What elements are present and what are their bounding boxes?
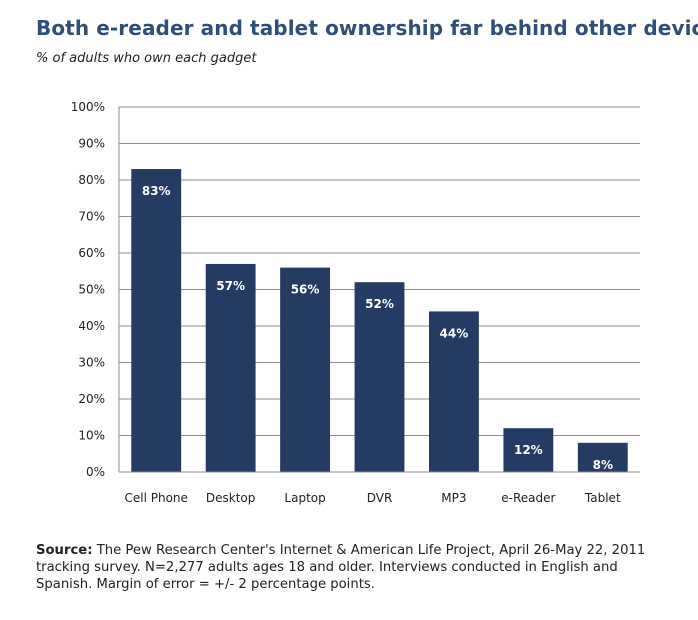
bar-chart: 0% 10% 20% 30% 40% 50% 60% 70% 80% 90% 100% 83% Cell…: [71, 100, 640, 505]
x-tick-label: DVR: [367, 491, 393, 505]
data-label: 12%: [514, 443, 543, 457]
source-note: Source: The Pew Research Center's Intern…: [36, 542, 676, 593]
x-tick-label: Laptop: [284, 491, 325, 505]
y-tick-label: 0%: [86, 465, 105, 479]
data-label: 8%: [593, 458, 613, 472]
data-label: 56%: [291, 283, 320, 297]
x-tick-label: MP3: [441, 491, 466, 505]
bar: [205, 263, 256, 472]
y-tick-label: 10%: [78, 429, 105, 443]
x-tick-label: Desktop: [206, 491, 256, 505]
data-label: 52%: [365, 297, 394, 311]
bar: [280, 267, 331, 472]
x-tick-label: Tablet: [584, 491, 621, 505]
bar: [131, 169, 182, 473]
source-text: The Pew Research Center's Internet & Ame…: [36, 543, 646, 592]
bar: [577, 442, 628, 472]
y-tick-label: 60%: [78, 246, 105, 260]
chart-subtitle: % of adults who own each gadget: [36, 51, 257, 66]
y-tick-label: 30%: [78, 356, 105, 370]
bar: [354, 282, 405, 472]
y-tick-label: 70%: [78, 210, 105, 224]
y-tick-label: 40%: [78, 319, 105, 333]
bar: [503, 428, 554, 472]
x-tick-label: Cell Phone: [125, 491, 188, 505]
data-label: 83%: [142, 184, 171, 198]
y-tick-label: 100%: [71, 100, 105, 114]
x-tick-label: e-Reader: [501, 491, 555, 505]
y-tick-label: 80%: [78, 173, 105, 187]
y-tick-label: 90%: [78, 137, 105, 151]
data-label: 44%: [440, 326, 469, 340]
bar: [428, 311, 479, 472]
data-label: 57%: [216, 279, 245, 293]
y-tick-label: 50%: [78, 283, 105, 297]
chart-title: Both e-reader and tablet ownership far b…: [36, 16, 698, 40]
y-tick-label: 20%: [78, 392, 105, 406]
source-label: Source:: [36, 543, 93, 558]
